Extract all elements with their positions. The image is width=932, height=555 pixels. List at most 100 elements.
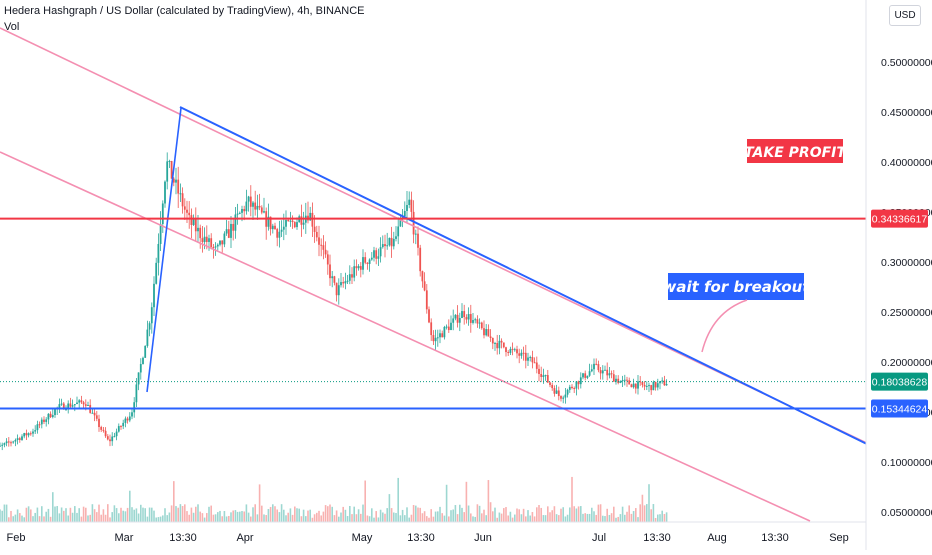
volume-bar	[635, 508, 637, 522]
candle-body	[122, 422, 125, 427]
descending-trendline[interactable]	[179, 106, 876, 449]
take-profit-price-badge[interactable]: 0.34336617	[871, 209, 928, 228]
candle-body	[386, 245, 389, 247]
current-price-badge-bg	[871, 372, 928, 391]
candle-body	[474, 319, 477, 321]
candle-body	[54, 409, 56, 416]
candle-body	[329, 264, 331, 279]
candle-body	[243, 209, 246, 212]
candle-body	[27, 433, 30, 436]
volume-bar	[115, 508, 118, 522]
volume-bar	[206, 513, 208, 522]
channel-lower-line[interactable]	[0, 151, 811, 522]
volume-bar	[256, 514, 259, 522]
volume-bar	[659, 514, 661, 522]
candle-body	[388, 237, 391, 246]
volume-bar	[621, 506, 624, 522]
volume-bar	[577, 506, 580, 522]
candle-body	[205, 236, 208, 242]
price-axis[interactable]	[866, 0, 932, 550]
volume-bar	[487, 480, 490, 522]
volume-bar	[245, 504, 248, 522]
candle-body	[610, 373, 613, 375]
candle-body	[234, 214, 237, 231]
candle-body	[124, 418, 127, 423]
rally-line[interactable]	[146, 107, 182, 393]
wait-breakout-label-text: wait for breakout	[663, 278, 811, 296]
candle-body	[190, 215, 193, 225]
candle-body	[417, 233, 419, 248]
candle-body	[115, 431, 118, 437]
candle-body	[315, 231, 318, 238]
volume-bar	[131, 507, 133, 522]
volume-bar	[102, 509, 105, 522]
volume-bar	[307, 510, 309, 522]
candle-body	[626, 379, 628, 381]
candle-body	[619, 381, 622, 383]
volume-bar	[30, 509, 32, 522]
candle-body	[527, 357, 529, 361]
volume-bar	[518, 509, 520, 522]
support-price-badge[interactable]: 0.15344624	[871, 399, 928, 418]
candle-body	[274, 225, 276, 230]
volume-bar	[522, 508, 525, 522]
candle-body	[362, 257, 364, 270]
candle-body	[164, 181, 166, 204]
volume-bar	[52, 492, 54, 522]
candle-body	[522, 352, 525, 354]
candle-body	[582, 373, 584, 378]
volume-bar	[606, 508, 608, 522]
y-tick-label: 0.40000000	[881, 157, 932, 169]
volume-bar	[21, 515, 23, 522]
volume-bar	[437, 511, 439, 522]
x-tick-label: 13:30	[761, 532, 789, 544]
candle-body	[353, 266, 356, 278]
x-tick-label: 13:30	[407, 532, 435, 544]
volume-bar	[531, 512, 534, 522]
candle-body	[177, 179, 180, 194]
volume-bar	[289, 508, 292, 522]
wait-breakout-label[interactable]: wait for breakout	[663, 273, 811, 300]
candle-body	[557, 390, 560, 397]
volume-bar	[104, 514, 107, 522]
candle-body	[461, 311, 463, 319]
volume-bar	[461, 507, 463, 522]
volume-bar	[349, 505, 351, 522]
candle-body	[201, 238, 204, 243]
volume-bar	[109, 517, 111, 522]
volume-bar	[564, 516, 567, 522]
candle-body	[489, 336, 492, 338]
volume-bar	[309, 509, 311, 522]
volume-bar	[511, 517, 514, 522]
volume-bar	[89, 514, 91, 522]
candle-body	[656, 383, 659, 388]
volume-bar	[584, 513, 586, 522]
volume-bar	[573, 506, 575, 522]
volume-bar	[648, 484, 650, 522]
volume-bar	[665, 512, 668, 522]
candle-body	[153, 283, 155, 308]
volume-bar	[140, 504, 142, 522]
candle-body	[584, 373, 587, 378]
volume-bar	[16, 509, 19, 522]
volume-bar	[129, 490, 131, 522]
take-profit-label[interactable]: TAKE PROFIT	[744, 139, 847, 163]
candle-body	[60, 403, 63, 405]
volume-bar	[223, 511, 226, 522]
candle-body	[278, 231, 281, 238]
volume-bar	[329, 504, 331, 522]
volume-bar	[159, 516, 162, 522]
volume-bar	[283, 509, 285, 522]
volume-bar	[538, 505, 540, 522]
candle-body	[397, 226, 400, 237]
volume-bar	[320, 515, 322, 522]
currency-button[interactable]: USD	[889, 5, 921, 26]
volume-bar	[305, 516, 307, 522]
candle-body	[344, 281, 347, 284]
candle-body	[472, 320, 474, 323]
candle-body	[634, 383, 637, 389]
current-price-badge[interactable]: 0.18038628	[871, 372, 928, 391]
candle-body	[43, 419, 45, 422]
